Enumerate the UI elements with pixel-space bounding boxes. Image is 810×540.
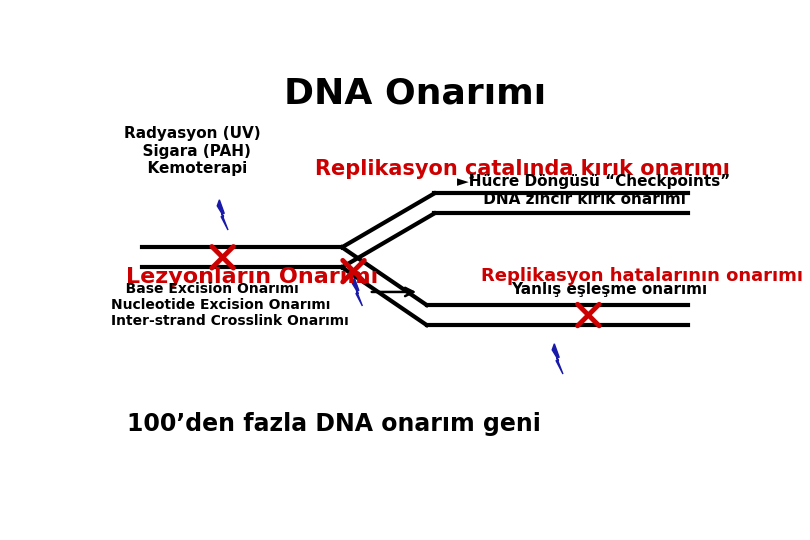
Text: 100’den fazla DNA onarım geni: 100’den fazla DNA onarım geni bbox=[127, 412, 541, 436]
Text: Base Excision Onarımı
Nucleotide Excision Onarımı
Inter-strand Crosslink Onarımı: Base Excision Onarımı Nucleotide Excisio… bbox=[111, 282, 349, 328]
Text: Replikasyon hatalarının onarımı: Replikasyon hatalarının onarımı bbox=[480, 267, 803, 285]
Text: ►Hücre Döngüsü “Checkpoints”
     DNA zincir kırık onarımı: ►Hücre Döngüsü “Checkpoints” DNA zincir … bbox=[458, 174, 731, 206]
Polygon shape bbox=[352, 278, 362, 306]
Polygon shape bbox=[552, 344, 563, 374]
Text: Yanlış eşleşme onarımı: Yanlış eşleşme onarımı bbox=[511, 282, 707, 297]
Text: DNA Onarımı: DNA Onarımı bbox=[284, 76, 546, 110]
Text: Replikasyon çatalında kırık onarımı: Replikasyon çatalında kırık onarımı bbox=[315, 159, 731, 179]
Polygon shape bbox=[217, 200, 228, 230]
Text: Lezyonların Onarımı: Lezyonların Onarımı bbox=[126, 267, 378, 287]
Text: Radyasyon (UV)
  Sigara (PAH)
  Kemoterapi: Radyasyon (UV) Sigara (PAH) Kemoterapi bbox=[123, 126, 260, 176]
